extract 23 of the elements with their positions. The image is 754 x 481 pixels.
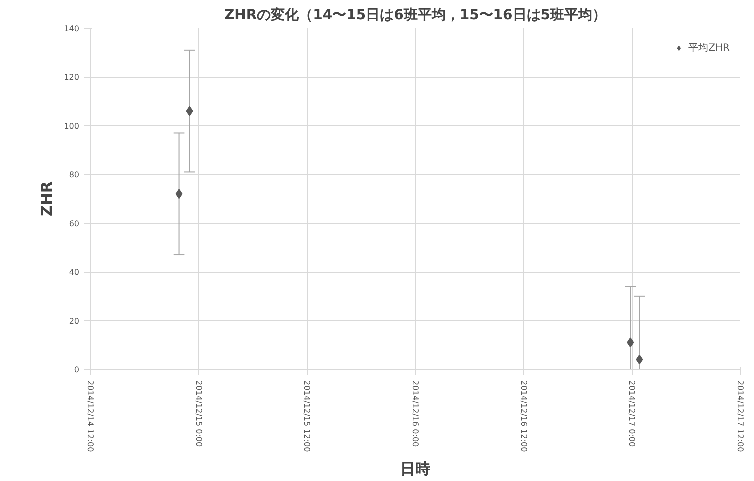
x-tick-label: 2014/12/17 12:00	[736, 380, 745, 452]
y-tick-label: 20	[69, 316, 80, 326]
y-tick-label: 60	[69, 219, 80, 228]
y-tick-label: 40	[69, 268, 80, 278]
y-tick-label: 120	[64, 73, 80, 82]
x-tick-label: 2014/12/16 0:00	[411, 380, 420, 448]
y-tick-label: 0	[74, 366, 80, 374]
point	[636, 354, 644, 365]
legend-label: 平均ZHR	[688, 42, 730, 55]
x-tick-label: 2014/12/15 0:00	[194, 380, 204, 448]
point	[627, 338, 634, 348]
x-tick-label: 2014/12/16 12:00	[519, 380, 528, 452]
x-tick-label: 2014/12/15 12:00	[302, 380, 312, 452]
y-tick-label: 100	[64, 122, 80, 131]
point	[186, 106, 194, 116]
chart-title: ZHRの変化（14〜15日は6班平均，15〜16日は5班平均）	[224, 6, 607, 24]
x-tick-label: 2014/12/17 0:00	[628, 380, 637, 448]
y-tick-label: 140	[64, 24, 80, 34]
y-axis-title: ZHR	[38, 181, 56, 216]
x-tick-label: 2014/12/14 12:00	[86, 380, 95, 452]
y-tick-label: 80	[69, 170, 80, 180]
point	[176, 189, 183, 200]
x-axis-title: 日時	[400, 460, 430, 478]
